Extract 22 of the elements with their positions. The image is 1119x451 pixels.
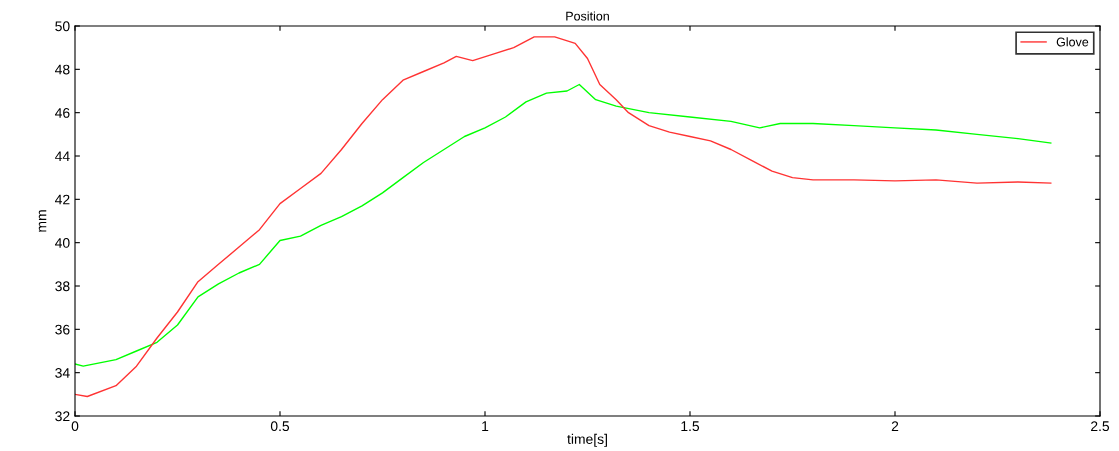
x-axis-title: time[s] [567, 433, 607, 447]
x-tick-label: 1 [482, 421, 489, 431]
x-tick-label: 2 [891, 421, 899, 431]
y-tick-label: 36 [55, 324, 70, 335]
line-series [75, 83, 1052, 367]
y-tick-label: 34 [55, 368, 70, 378]
y-tick-label: 50 [55, 21, 70, 32]
chart-title: Position [566, 11, 609, 21]
x-tick-label: 2.5 [1091, 421, 1110, 432]
x-tick-label: 0.5 [270, 421, 290, 432]
line-series [75, 36, 1052, 398]
y-tick-label: 40 [55, 238, 70, 248]
y-tick-label: 32 [55, 411, 70, 422]
y-tick-label: 42 [55, 194, 70, 205]
y-tick-label: 38 [55, 281, 70, 292]
y-tick-label: 44 [55, 151, 70, 162]
y-tick-label: 48 [55, 64, 70, 75]
x-tick-label: 1.5 [681, 421, 700, 432]
legend-label: Glove [1056, 37, 1089, 47]
y-tick-label: 46 [55, 108, 70, 118]
y-axis-title: mm [38, 210, 47, 232]
x-tick-label: 0 [71, 421, 79, 432]
